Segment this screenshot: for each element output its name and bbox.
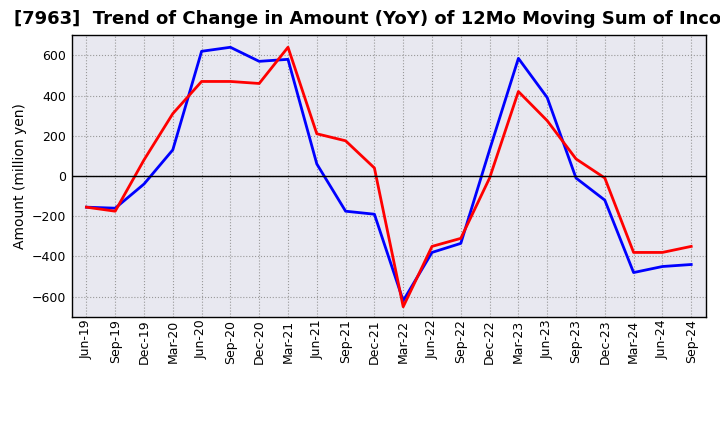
Net Income: [312, 131, 321, 136]
Net Income: [428, 244, 436, 249]
Net Income: [456, 236, 465, 241]
Net Income: [687, 244, 696, 249]
Net Income: [82, 205, 91, 210]
Net Income: [226, 79, 235, 84]
Ordinary Income: [312, 161, 321, 167]
Ordinary Income: [658, 264, 667, 269]
Net Income: [485, 176, 494, 181]
Ordinary Income: [255, 59, 264, 64]
Net Income: [658, 250, 667, 255]
Ordinary Income: [629, 270, 638, 275]
Ordinary Income: [428, 250, 436, 255]
Y-axis label: Amount (million yen): Amount (million yen): [12, 103, 27, 249]
Ordinary Income: [284, 57, 292, 62]
Ordinary Income: [572, 176, 580, 181]
Ordinary Income: [370, 212, 379, 217]
Net Income: [370, 165, 379, 171]
Net Income: [341, 138, 350, 143]
Ordinary Income: [514, 56, 523, 61]
Ordinary Income: [197, 49, 206, 54]
Net Income: [629, 250, 638, 255]
Ordinary Income: [140, 181, 148, 187]
Net Income: [168, 111, 177, 116]
Ordinary Income: [399, 298, 408, 303]
Net Income: [140, 157, 148, 162]
Net Income: [600, 176, 609, 181]
Net Income: [399, 304, 408, 309]
Net Income: [284, 44, 292, 50]
Ordinary Income: [456, 241, 465, 246]
Ordinary Income: [485, 147, 494, 153]
Title: [7963]  Trend of Change in Amount (YoY) of 12Mo Moving Sum of Incomes: [7963] Trend of Change in Amount (YoY) o…: [14, 10, 720, 28]
Ordinary Income: [543, 95, 552, 100]
Ordinary Income: [168, 147, 177, 153]
Net Income: [197, 79, 206, 84]
Net Income: [255, 81, 264, 86]
Line: Net Income: Net Income: [86, 47, 691, 307]
Net Income: [111, 209, 120, 214]
Net Income: [543, 118, 552, 123]
Line: Ordinary Income: Ordinary Income: [86, 47, 691, 301]
Ordinary Income: [687, 262, 696, 267]
Net Income: [514, 89, 523, 94]
Ordinary Income: [82, 205, 91, 210]
Ordinary Income: [226, 44, 235, 50]
Net Income: [572, 156, 580, 161]
Ordinary Income: [600, 198, 609, 203]
Legend: Ordinary Income, Net Income: Ordinary Income, Net Income: [226, 435, 552, 440]
Ordinary Income: [341, 209, 350, 214]
Ordinary Income: [111, 205, 120, 211]
